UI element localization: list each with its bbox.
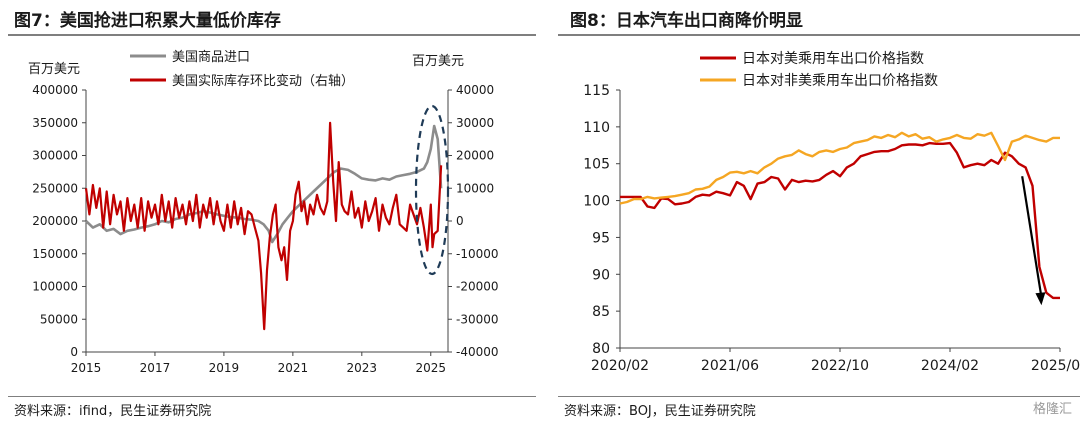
chart-canvas: 0500001000001500002000002500003000003500…	[32, 50, 499, 375]
left-tick-label: 200000	[32, 214, 78, 228]
x-tick-label: 2017	[140, 361, 171, 375]
x-tick-label: 2019	[209, 361, 240, 375]
right-tick-label: 0	[456, 214, 464, 228]
right-tick-label: 20000	[456, 149, 494, 163]
chart-panel-right: 图8：日本汽车出口商降价明显 80 85 90 95 100 105 110 115 2020/…	[550, 0, 1080, 424]
x-tick-label: 2021	[278, 361, 309, 375]
chart-title: 图7：美国抢进口积累大量低价库存	[14, 11, 281, 31]
right-tick-label: -30000	[456, 312, 499, 326]
y-tick-label: 115	[583, 83, 610, 99]
y-tick-label: 95	[592, 230, 610, 246]
left-tick-label: 250000	[32, 181, 78, 195]
right-axis-unit: 百万美元	[412, 54, 465, 69]
footer-rule	[558, 396, 1080, 397]
x-tick-label: 2025	[415, 361, 446, 375]
x-tick-label: 2021/06	[701, 358, 759, 374]
chart-canvas: 80 85 90 95 100 105 110 115 2020/02 2021/06 2022/1…	[583, 50, 1080, 374]
left-tick-label: 100000	[32, 280, 78, 294]
left-tick-label: 300000	[32, 149, 78, 163]
y-tick-label: 105	[583, 157, 610, 173]
right-tick-label: 30000	[456, 116, 494, 130]
right-tick-label: -10000	[456, 247, 499, 261]
x-tick-label: 2020/02	[591, 358, 649, 374]
decline-arrow-shaft	[1021, 176, 1043, 298]
watermark: 格隆汇	[1032, 402, 1072, 417]
x-tick-label: 2024/02	[921, 358, 979, 374]
y-tick-label: 90	[592, 267, 610, 283]
legend-label: 美国商品进口	[172, 50, 250, 65]
series-line-1	[620, 141, 1060, 300]
x-tick-label: 2025/06	[1031, 358, 1080, 374]
left-tick-label: 400000	[32, 83, 78, 97]
legend-label: 日本对美乘用车出口价格指数	[742, 50, 924, 67]
left-tick-label: 0	[70, 345, 78, 359]
series-line-1	[85, 124, 443, 244]
y-tick-label: 85	[592, 304, 610, 320]
footer-rule	[8, 396, 536, 397]
series-line-2	[619, 131, 1060, 205]
decline-arrow-head	[1035, 292, 1046, 306]
legend-label: 美国实际库存环比变动（右轴）	[172, 73, 354, 89]
source-note: 资料来源：BOJ，民生证券研究院	[564, 404, 756, 419]
left-tick-label: 50000	[40, 312, 78, 326]
chart-title: 图8：日本汽车出口商降价明显	[570, 11, 803, 31]
right-tick-label: 10000	[456, 181, 494, 195]
right-tick-label: -20000	[456, 280, 499, 294]
y-tick-label: 80	[592, 341, 610, 357]
left-axis-unit: 百万美元	[28, 62, 81, 77]
right-tick-label: 40000	[456, 83, 494, 97]
y-tick-label: 110	[583, 120, 610, 136]
x-tick-label: 2022/10	[811, 358, 869, 374]
source-note: 资料来源：ifind，民生证券研究院	[14, 404, 212, 419]
chart-panel-left: 图7：美国抢进口积累大量低价库存 百万美元 百万美元 0 50000 100000 1…	[8, 11, 536, 419]
left-tick-label: 350000	[32, 116, 78, 130]
left-tick-label: 150000	[32, 247, 78, 261]
title-rule	[8, 34, 536, 36]
series-line-2	[84, 121, 443, 331]
highlight-ellipse	[414, 104, 450, 276]
title-rule	[558, 34, 1080, 36]
x-tick-label: 2023	[347, 361, 378, 375]
legend-label: 日本对非美乘用车出口价格指数	[742, 72, 938, 89]
x-tick-label: 2015	[71, 361, 102, 375]
y-tick-label: 100	[583, 194, 610, 210]
right-tick-label: -40000	[456, 345, 499, 359]
